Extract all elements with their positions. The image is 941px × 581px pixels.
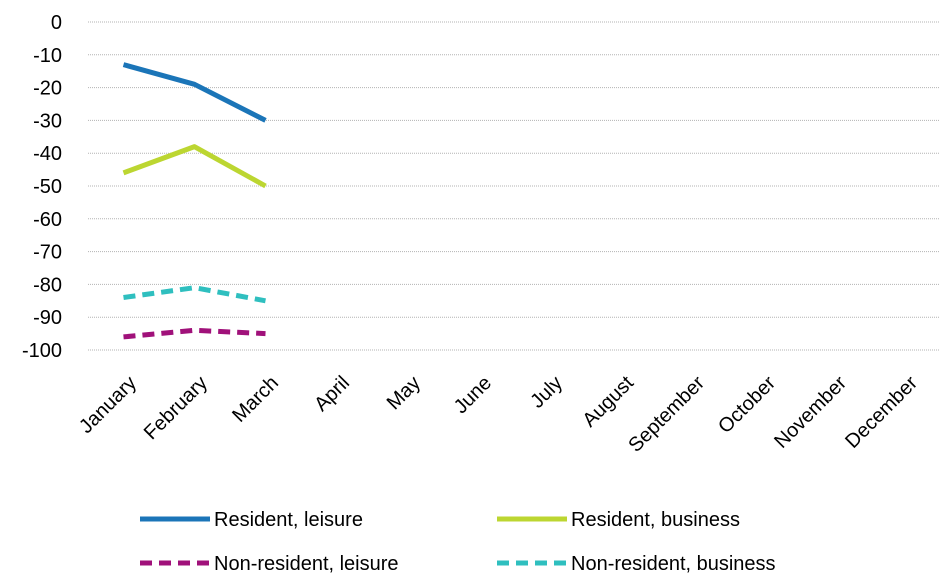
series-lines xyxy=(122,62,267,340)
series-line-2 xyxy=(122,144,267,189)
series-line-3 xyxy=(123,327,266,340)
legend-label: Non-resident, business xyxy=(571,553,776,575)
gridlines xyxy=(88,21,940,351)
y-tick-label: -30 xyxy=(33,110,62,132)
y-tick-label: -20 xyxy=(33,78,62,100)
legend: Resident, leisure Resident, business Non-r… xyxy=(140,509,776,575)
x-tick-label: May xyxy=(383,372,425,414)
y-axis-ticks: 0 -10 -20 -30 -40 -50 -60 -70 -80 -90 -100 xyxy=(22,12,62,362)
x-tick-label: November xyxy=(770,372,851,453)
x-tick-label: March xyxy=(228,372,283,427)
x-tick-label: January xyxy=(75,372,141,438)
y-tick-label: -100 xyxy=(22,340,62,362)
y-tick-label: -40 xyxy=(33,143,62,165)
legend-label: Resident, leisure xyxy=(214,509,363,531)
x-tick-label: August xyxy=(578,372,638,432)
series-line-4 xyxy=(123,285,266,304)
x-tick-label: December xyxy=(841,372,922,453)
y-tick-label: -90 xyxy=(33,307,62,329)
y-tick-label: 0 xyxy=(51,12,62,34)
y-tick-label: -70 xyxy=(33,242,62,264)
y-tick-label: -10 xyxy=(33,45,62,67)
y-tick-label: -60 xyxy=(33,209,62,231)
x-tick-label: February xyxy=(140,372,212,444)
x-tick-label: October xyxy=(714,372,780,438)
legend-label: Non-resident, leisure xyxy=(214,553,399,575)
x-tick-label: June xyxy=(450,372,496,418)
x-tick-label: July xyxy=(526,372,567,413)
legend-label: Resident, business xyxy=(571,509,740,531)
y-tick-label: -80 xyxy=(33,274,62,296)
y-tick-label: -50 xyxy=(33,176,62,198)
series-line-1 xyxy=(122,62,267,123)
x-tick-label: September xyxy=(624,372,709,457)
x-tick-label: April xyxy=(310,372,354,416)
